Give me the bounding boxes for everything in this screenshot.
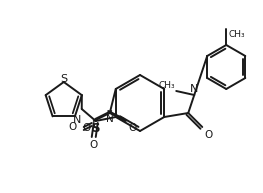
- Text: O: O: [90, 140, 98, 150]
- Text: O: O: [83, 123, 91, 133]
- Text: N: N: [73, 115, 82, 125]
- Text: O: O: [68, 122, 77, 132]
- Text: CH₃: CH₃: [159, 81, 175, 90]
- Text: S: S: [92, 122, 100, 135]
- Text: CH₃: CH₃: [228, 30, 245, 39]
- Text: N: N: [106, 114, 114, 124]
- Text: O: O: [129, 123, 137, 133]
- Text: O: O: [204, 130, 213, 140]
- Text: N: N: [190, 84, 199, 94]
- Text: S: S: [60, 74, 67, 84]
